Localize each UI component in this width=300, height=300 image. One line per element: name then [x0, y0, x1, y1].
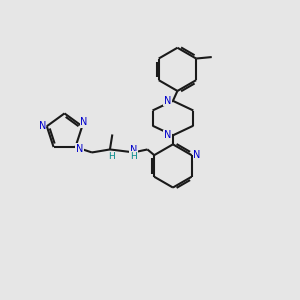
Text: N: N: [39, 121, 46, 131]
Text: N: N: [164, 130, 171, 140]
Text: H: H: [130, 152, 137, 160]
Text: N: N: [193, 150, 200, 160]
Text: N: N: [130, 145, 137, 155]
Text: H: H: [108, 152, 115, 160]
Text: N: N: [80, 117, 87, 128]
Text: N: N: [76, 143, 83, 154]
Text: N: N: [164, 96, 171, 106]
